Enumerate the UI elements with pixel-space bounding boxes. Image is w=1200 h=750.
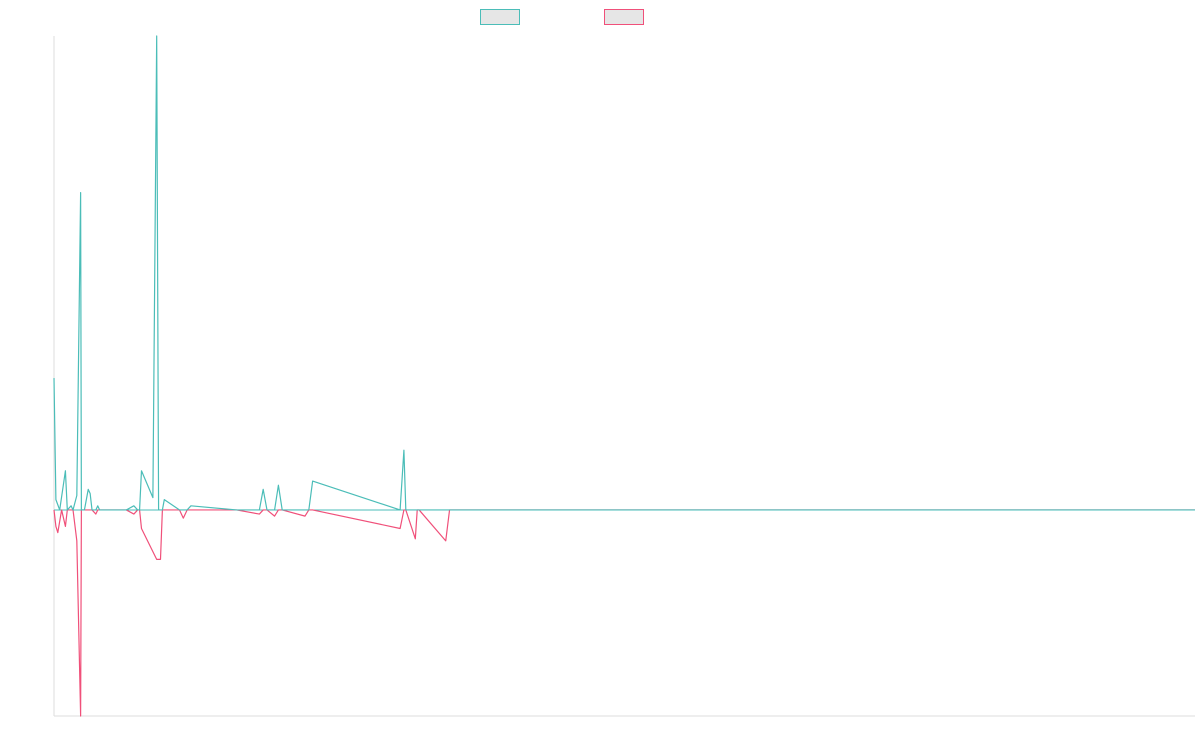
legend-swatch-series-2[interactable] [604, 9, 644, 25]
series-line-1 [53, 35, 1195, 511]
series-layer [53, 35, 1195, 717]
series-line-2 [53, 509, 1195, 717]
legend-swatch-series-1[interactable] [480, 9, 520, 25]
